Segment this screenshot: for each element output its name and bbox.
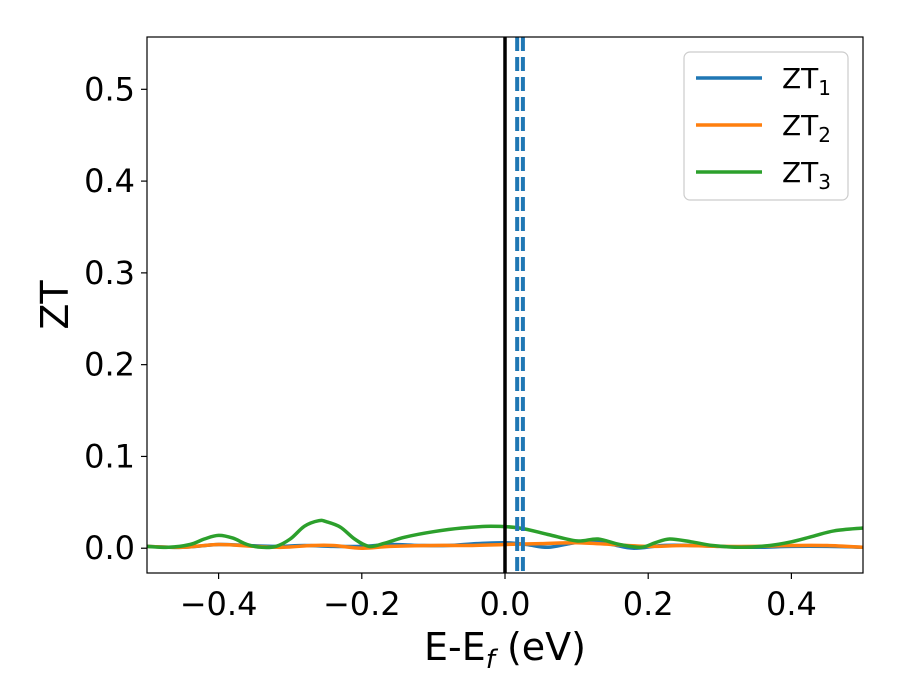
plot-area [147,37,863,573]
legend-box [683,51,849,201]
legend: ZT1 ZT2 ZT3 [683,51,849,201]
y-tick-label: 0.3 [84,254,135,292]
x-tick-label: 0.4 [766,585,817,623]
y-tick-label: 0.0 [84,529,135,567]
x-tick-label: 0.2 [623,585,674,623]
legend-label-2: ZT2 [782,109,831,147]
x-tick-label: 0.0 [480,585,531,623]
y-tick-label: 0.5 [84,70,135,108]
legend-label-1: ZT1 [782,62,831,100]
y-tick-label: 0.2 [84,346,135,384]
y-tick-label: 0.4 [84,162,135,200]
x-axis: −0.4 −0.2 0.0 0.2 0.4 [180,573,817,623]
x-tick-label: −0.4 [180,585,258,623]
x-axis-label: E-Ef (eV) [424,625,586,675]
y-tick-label: 0.1 [84,437,135,475]
x-tick-label: −0.2 [323,585,401,623]
legend-label-3: ZT3 [782,156,831,194]
y-axis: 0.0 0.1 0.2 0.3 0.4 0.5 [84,70,147,567]
y-axis-label: ZT [33,280,77,330]
series-line-3 [147,518,863,550]
